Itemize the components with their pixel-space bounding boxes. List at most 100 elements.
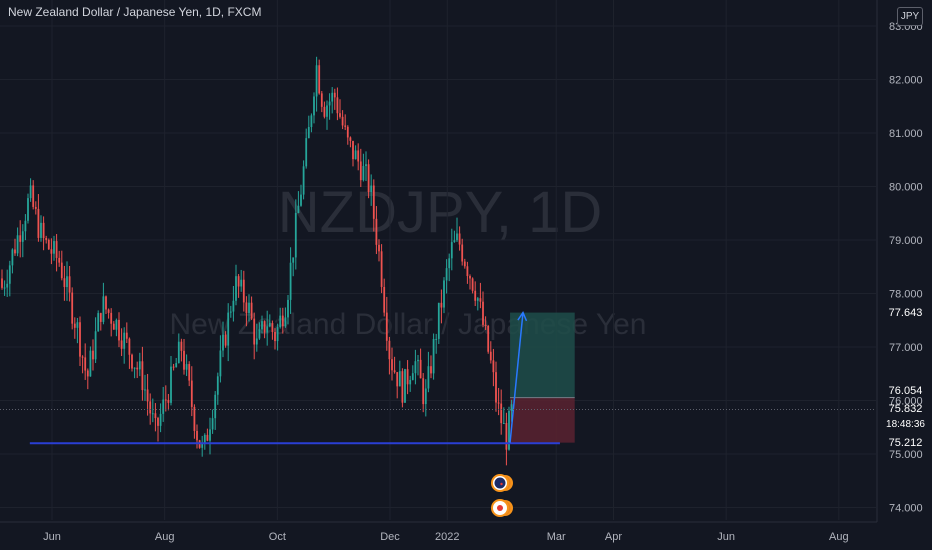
entry-price-tag: 76.054: [883, 383, 928, 399]
candle-up: [331, 92, 334, 102]
candle-down: [461, 244, 464, 262]
candle-down: [367, 164, 370, 192]
candle-down: [154, 413, 157, 419]
candle-up: [370, 185, 373, 192]
candle-up: [222, 334, 224, 351]
candle-down: [505, 422, 508, 450]
candle-up: [123, 332, 126, 349]
candle-down: [120, 340, 123, 349]
candle-down: [73, 323, 76, 328]
candle-up: [232, 300, 235, 312]
price-axis[interactable]: [877, 0, 932, 550]
candle-up: [115, 319, 118, 330]
candle-up: [476, 298, 479, 301]
candle-down: [50, 249, 53, 254]
candle-down: [149, 401, 152, 414]
candle-down: [1, 278, 3, 288]
candle-up: [229, 311, 232, 313]
y-tick-label: 80.000: [889, 182, 923, 194]
projection-arrow[interactable]: [509, 312, 524, 443]
candle-down: [86, 370, 89, 377]
candle-down: [183, 350, 185, 370]
candle-down: [105, 296, 107, 310]
candle-up: [315, 65, 318, 97]
candle-down: [281, 315, 284, 327]
currency-badge[interactable]: JPY: [897, 7, 923, 26]
candle-down: [339, 113, 341, 117]
y-tick-label: 75.000: [889, 449, 923, 461]
candle-up: [443, 280, 445, 308]
y-tick-label: 78.000: [889, 289, 923, 301]
candle-up: [94, 331, 97, 360]
candle-up: [201, 443, 204, 448]
candle-down: [253, 318, 256, 345]
candle-up: [266, 326, 269, 333]
candle-up: [102, 296, 105, 322]
candle-up: [27, 198, 29, 221]
candle-down: [146, 389, 149, 402]
candle-down: [492, 360, 495, 373]
candle-down: [359, 161, 362, 181]
candle-up: [89, 350, 92, 377]
candle-down: [107, 309, 110, 313]
candle-up: [427, 366, 430, 389]
candle-down: [99, 313, 102, 322]
candle-up: [138, 361, 141, 370]
candle-down: [474, 290, 477, 301]
candle-down: [458, 233, 461, 245]
x-tick-label: Aug: [829, 531, 849, 543]
x-tick-label: Apr: [605, 531, 622, 543]
candle-down: [84, 357, 87, 371]
candle-up: [133, 367, 136, 369]
candle-down: [250, 302, 253, 319]
candle-down: [391, 359, 393, 371]
candle-down: [131, 354, 133, 369]
candle-down: [396, 372, 399, 387]
candle-down: [500, 403, 503, 424]
candle-up: [214, 394, 217, 419]
candle-down: [263, 321, 266, 333]
candle-up: [255, 338, 258, 345]
entry-price-label: 76.054: [888, 385, 923, 397]
candle-up: [307, 127, 310, 139]
candle-down: [336, 97, 339, 114]
time-axis[interactable]: [0, 522, 877, 550]
candle-up: [219, 350, 222, 377]
candle-down: [333, 92, 336, 98]
candle-down: [157, 418, 159, 426]
candle-up: [76, 322, 79, 328]
candle-up: [8, 265, 11, 284]
symbol-title[interactable]: New Zealand Dollar / Japanese Yen, 1D, F…: [8, 5, 262, 19]
candle-down: [463, 261, 466, 267]
candle-up: [445, 268, 448, 281]
candle-down: [497, 402, 500, 404]
candle-up: [424, 388, 427, 405]
candle-up: [432, 338, 435, 374]
candle-down: [271, 323, 274, 333]
candle-up: [16, 235, 19, 254]
target-zone[interactable]: [510, 312, 575, 398]
candle-down: [45, 238, 48, 240]
candle-up: [21, 231, 24, 242]
candle-down: [55, 241, 58, 258]
x-tick-label: Aug: [155, 531, 175, 543]
candle-down: [19, 235, 22, 242]
y-tick-label: 76.000: [889, 396, 923, 408]
candle-up: [404, 369, 406, 403]
candle-down: [372, 185, 375, 219]
candle-down: [34, 206, 37, 209]
candle-up: [53, 241, 55, 254]
nz-flag-icon: [494, 477, 506, 489]
candle-down: [224, 334, 227, 346]
stop-zone[interactable]: [510, 397, 575, 443]
candle-up: [279, 315, 282, 328]
candle-up: [29, 185, 32, 199]
candle-up: [510, 404, 513, 411]
candle-up: [450, 242, 453, 259]
candle-up: [6, 283, 9, 288]
candle-up: [261, 321, 263, 330]
candle-down: [380, 251, 383, 287]
candle-up: [456, 233, 458, 241]
